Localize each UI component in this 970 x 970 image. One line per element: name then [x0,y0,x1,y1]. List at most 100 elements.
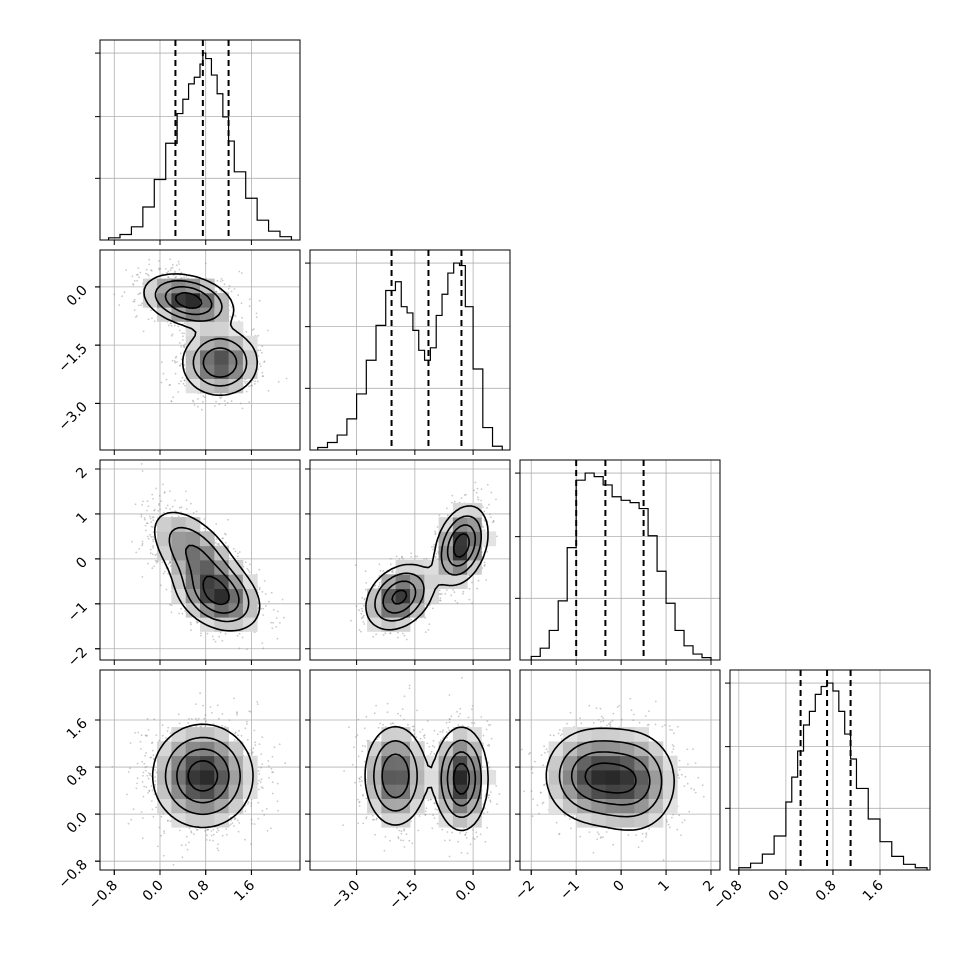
scatter-point [151,493,154,496]
scatter-point [154,559,157,562]
scatter-point [153,508,156,511]
scatter-point [401,555,403,558]
scatter-point [428,623,431,625]
density-cell [200,545,215,561]
scatter-point [382,634,385,636]
scatter-point [158,504,160,506]
scatter-point [158,502,161,505]
scatter-point [489,513,491,516]
scatter-point [213,405,216,407]
scatter-point [476,487,479,490]
scatter-point [132,284,135,286]
scatter-point [140,463,143,465]
scatter-point [175,355,178,358]
scatter-point [189,621,192,624]
scatter-point [131,275,134,278]
density-cell [171,292,187,308]
scatter-point [219,631,222,634]
scatter-point [144,524,147,527]
scatter-point [177,260,180,263]
scatter-point [139,271,142,274]
scatter-point [176,361,179,363]
scatter-point [473,489,475,492]
scatter-point [257,334,260,337]
scatter-point [214,542,217,544]
scatter-point [163,511,166,514]
scatter-point [491,521,494,524]
scatter-point [285,377,288,380]
density-cell [228,574,244,589]
scatter-point [184,343,186,346]
scatter-point [223,400,226,402]
scatter-point [254,383,256,385]
scatter-point [167,572,170,575]
scatter-point [167,324,170,327]
scatter-point [149,534,151,536]
scatter-point [199,634,202,637]
scatter-point [168,384,171,387]
density-cell [214,588,229,604]
scatter-point [169,269,172,272]
scatter-point [159,584,162,587]
scatter-point [230,290,233,293]
scatter-point [438,593,441,595]
density-cell [214,350,229,365]
scatter-point [190,623,193,626]
scatter-point [184,384,186,387]
scatter-point [224,404,227,406]
scatter-point [230,400,233,403]
scatter-point [152,546,155,549]
scatter-point [185,276,188,278]
scatter-point [151,553,154,556]
density-cell [185,545,201,561]
scatter-point [180,607,183,610]
density-cell [214,364,229,379]
scatter-point [364,570,367,573]
scatter-point [215,290,218,293]
scatter-point [169,322,172,325]
scatter-point [224,533,227,536]
scatter-point [237,294,240,297]
joint-panel-0-2 [95,459,301,665]
scatter-point [170,565,172,568]
scatter-point [156,560,158,563]
scatter-point [248,401,251,403]
density-cell [171,278,187,294]
scatter-point [258,299,261,302]
scatter-point [267,390,270,392]
scatter-point [150,535,153,538]
scatter-point [164,491,166,493]
scatter-point [215,290,218,293]
scatter-point [496,535,498,538]
scatter-point [146,500,149,503]
scatter-point [134,316,137,318]
scatter-point [180,363,183,365]
scatter-point [483,519,486,521]
scatter-point [200,632,202,635]
scatter-point [174,270,176,273]
density-cell [200,335,215,351]
scatter-point [432,607,434,610]
scatter-point [201,408,203,411]
scatter-point [146,522,149,525]
density-cell [185,517,201,532]
density-contour [185,544,240,614]
scatter-point [435,553,438,555]
scatter-point [174,276,177,279]
scatter-point [134,503,137,506]
scatter-point [167,563,170,565]
scatter-point [220,277,223,280]
scatter-point [203,518,206,520]
scatter-point [246,380,249,383]
scatter-point [174,356,177,359]
scatter-point [480,499,483,502]
scatter-point [259,349,262,352]
scatter-point [167,270,170,273]
density-contour [164,285,238,378]
scatter-point [177,515,180,518]
scatter-point [215,523,218,525]
scatter-point [204,262,207,265]
scatter-point [263,361,265,363]
scatter-point [239,402,242,405]
